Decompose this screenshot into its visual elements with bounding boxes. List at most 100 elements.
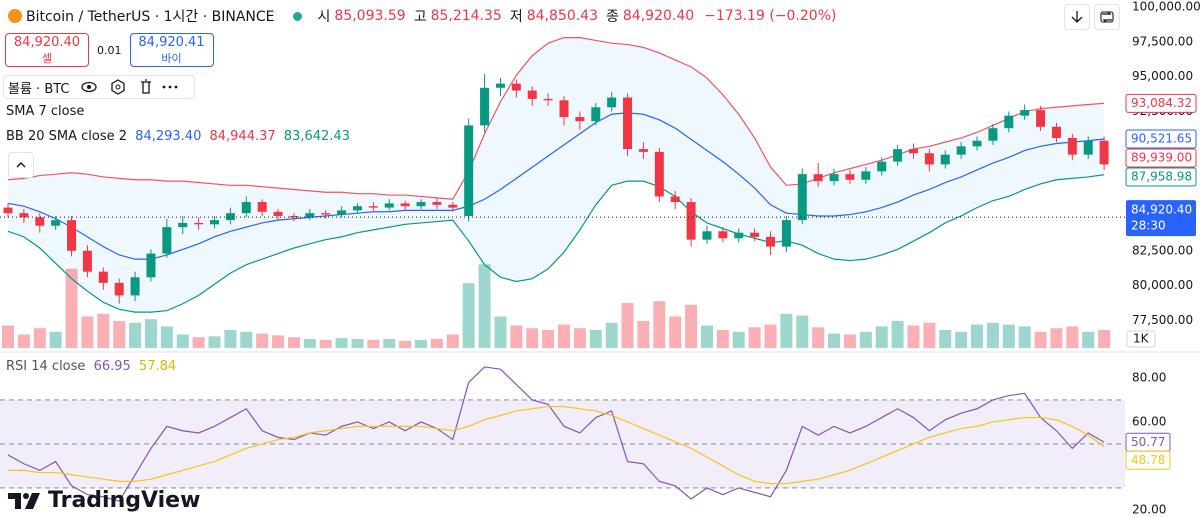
volume-bar <box>907 325 920 348</box>
candle-body <box>766 236 776 247</box>
volume-legend: 볼륨 · BTC <box>3 75 195 99</box>
price-label-box <box>1125 93 1197 113</box>
brand-name: TradingView <box>48 488 201 513</box>
candle-body <box>511 83 521 91</box>
volume-bar <box>287 337 300 348</box>
icon <box>1071 11 1083 23</box>
candle-body <box>464 125 474 216</box>
y-tick-label: 95,000.00 <box>1132 69 1193 83</box>
volume-bar <box>176 334 189 348</box>
y-tick-label: 20.00 <box>1132 502 1166 516</box>
candle-body <box>670 196 680 203</box>
volume-bar <box>97 313 110 348</box>
candle-body <box>51 220 61 226</box>
volume-bar <box>875 326 888 348</box>
volume-bar <box>192 337 205 348</box>
rsi-legend: RSI 14 close 66.95 57.84 <box>6 359 176 374</box>
candle-body <box>352 206 362 211</box>
ohlc-value: 84,850.43 <box>526 8 598 24</box>
candle-body <box>559 100 569 118</box>
candle-body <box>750 232 760 237</box>
rsi-label[interactable]: RSI 14 close <box>6 359 86 374</box>
volume-bar <box>113 321 126 348</box>
volume-bar <box>828 333 841 348</box>
sell-button[interactable]: 84,920.40 셀 <box>5 33 89 67</box>
candle-body <box>1020 110 1030 116</box>
volume-bar <box>1082 331 1095 348</box>
sell-label: 셀 <box>41 52 53 65</box>
volume-label[interactable]: 볼륨 · BTC <box>8 81 70 97</box>
buy-price: 84,920.41 <box>138 35 205 50</box>
legend-icons[interactable] <box>80 78 180 96</box>
bb-value: 84,293.40 <box>135 129 202 144</box>
ohlc-key: 저 <box>509 9 523 25</box>
volume-bar <box>732 331 745 348</box>
countdown-label: 28:30 <box>1131 219 1166 233</box>
bb-value: 83,642.43 <box>283 129 350 144</box>
rsi-line <box>7 366 1105 502</box>
candle-body <box>273 211 283 216</box>
volume-bar <box>780 313 793 348</box>
candle-body <box>940 154 950 165</box>
download-button[interactable] <box>1064 4 1090 30</box>
volume-bar <box>430 339 443 348</box>
volume-bar <box>462 283 475 348</box>
candle-body <box>130 277 140 296</box>
buy-label: 바이 <box>161 52 182 65</box>
volume-bar <box>81 316 94 348</box>
collapse-button[interactable] <box>8 152 34 178</box>
candle-body <box>718 231 728 239</box>
bb-value: 84,944.37 <box>209 129 276 144</box>
sma-legend[interactable]: SMA 7 close <box>6 104 85 119</box>
brand-logo[interactable]: TradingView <box>8 488 200 513</box>
volume-bar <box>256 333 269 348</box>
volume-bar <box>33 328 46 348</box>
candle-body <box>384 203 394 208</box>
volume-bar <box>653 301 666 348</box>
candle-body <box>623 97 633 150</box>
volume-bar <box>685 304 698 348</box>
candle-body <box>591 107 601 122</box>
volume-bar <box>2 325 14 348</box>
price-label: 90,521.65 <box>1131 132 1192 146</box>
band-lower <box>7 174 1105 313</box>
volume-bar <box>478 264 491 348</box>
symbol[interactable]: Bitcoin / TetherUS · 1시간 · BINANCE <box>26 9 275 25</box>
icon <box>16 162 26 168</box>
candle-body <box>19 213 29 218</box>
candle-body <box>781 220 791 247</box>
icon <box>1100 11 1114 23</box>
rsi-last-label: 50.77 <box>1131 435 1165 449</box>
volume-bar <box>843 334 856 348</box>
candle-body <box>924 153 934 165</box>
candle-body <box>368 206 378 208</box>
ohlc-key: 시 <box>317 9 331 25</box>
volume-bar <box>415 339 428 348</box>
candle-body <box>877 161 887 172</box>
volume-bar <box>367 339 380 348</box>
buy-button[interactable]: 84,920.41 바이 <box>129 33 214 67</box>
candle-body <box>638 149 648 152</box>
y-tick-label: 97,500.00 <box>1132 34 1193 48</box>
candle-body <box>321 213 331 215</box>
candle-body <box>82 250 92 272</box>
candle-body <box>257 202 267 212</box>
candle-body <box>162 227 172 254</box>
refresh-button[interactable] <box>1094 4 1120 30</box>
candle-body <box>1004 115 1014 129</box>
volume-bar <box>558 324 570 348</box>
sell-price: 84,920.40 <box>13 35 81 50</box>
volume-bar <box>65 268 78 348</box>
volume-bar <box>399 340 412 348</box>
volume-bar <box>764 324 777 348</box>
y-tick-label: 82,500.00 <box>1132 243 1193 257</box>
candle-body <box>1067 137 1077 155</box>
candle-body <box>67 220 77 251</box>
bb-label[interactable]: BB 20 SMA close 2 <box>6 129 128 144</box>
candle-body <box>845 174 855 180</box>
volume-bar <box>17 334 30 348</box>
volume-bar <box>1050 328 1063 348</box>
price-label: 87,958.98 <box>1131 170 1192 184</box>
candle-body <box>114 282 124 296</box>
volume-bar <box>129 322 142 348</box>
